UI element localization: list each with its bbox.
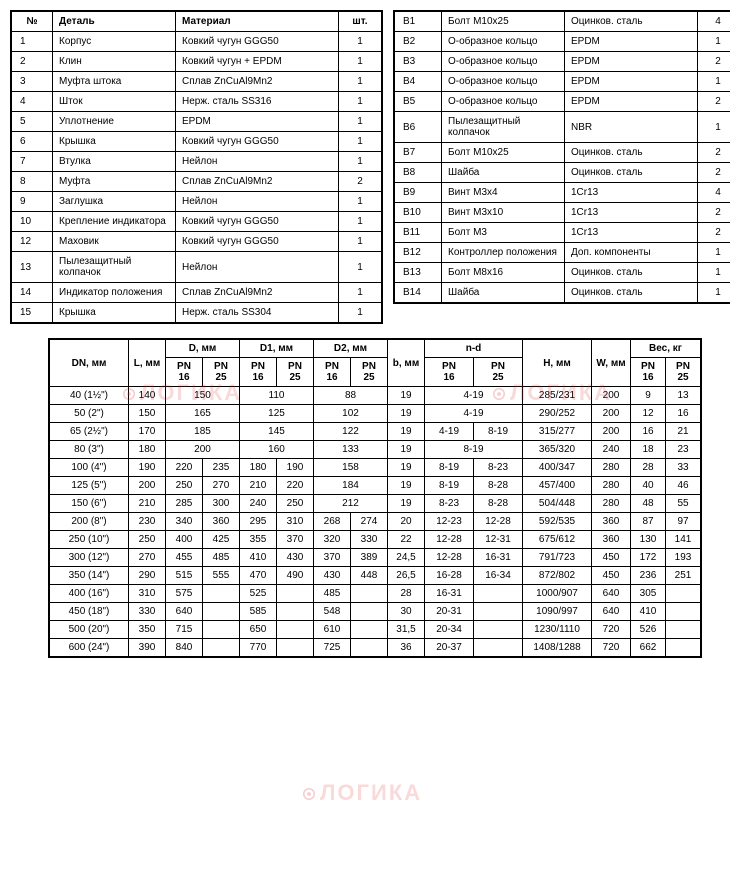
table-row: 2КлинКовкий чугун + EPDM1 <box>11 52 382 72</box>
table-header: шт. <box>339 11 383 32</box>
table-header: PN16 <box>240 358 277 387</box>
table-row: 10Крепление индикатораКовкий чугун GGG50… <box>11 212 382 232</box>
table-header: b, мм <box>388 339 425 387</box>
table-row: B4О-образное кольцоEPDM1 <box>394 72 730 92</box>
table-row: B9Винт М3х41Cr134 <box>394 183 730 203</box>
table-row: 8МуфтаСплав ZnCuAl9Mn22 <box>11 172 382 192</box>
table-row: 50 (2")150165125102194-19290/2522001216 <box>49 405 701 423</box>
table-row: 4ШтокНерж. сталь SS3161 <box>11 92 382 112</box>
table-row: 100 (4")190220235180190158198-198-23400/… <box>49 459 701 477</box>
table-header: PN16 <box>314 358 351 387</box>
table-header: PN25 <box>351 358 388 387</box>
table-header: Деталь <box>53 11 176 32</box>
table-row: 12МаховикКовкий чугун GGG501 <box>11 232 382 252</box>
table-header: PN25 <box>666 358 702 387</box>
table-row: 300 (12")27045548541043037038924,512-281… <box>49 549 701 567</box>
table-header: L, мм <box>129 339 166 387</box>
table-row: B5О-образное кольцоEPDM2 <box>394 92 730 112</box>
table-header: Материал <box>176 11 339 32</box>
table-header: D, мм <box>166 339 240 358</box>
table-row: 350 (14")29051555547049043044826,516-281… <box>49 567 701 585</box>
table-header: PN16 <box>631 358 666 387</box>
table-row: 40 (1½")14015011088194-19285/231200913 <box>49 387 701 405</box>
table-header: DN, мм <box>49 339 129 387</box>
table-row: 400 (16")3105755254852816-311000/9076403… <box>49 585 701 603</box>
table-row: B13Болт М8х16Оцинков. сталь1 <box>394 263 730 283</box>
table-row: 150 (6")210285300240250212198-238-28504/… <box>49 495 701 513</box>
table-header: PN25 <box>203 358 240 387</box>
table-row: 9ЗаглушкаНейлон1 <box>11 192 382 212</box>
table-row: 125 (5")200250270210220184198-198-28457/… <box>49 477 701 495</box>
table-row: B14ШайбаОцинков. сталь1 <box>394 283 730 304</box>
table-row: B8ШайбаОцинков. сталь2 <box>394 163 730 183</box>
table-header: D2, мм <box>314 339 388 358</box>
table-header: № <box>11 11 53 32</box>
table-row: 65 (2½")170185145122194-198-19315/277200… <box>49 423 701 441</box>
table-header: W, мм <box>592 339 631 387</box>
table-row: 80 (3")180200160133198-19365/3202401823 <box>49 441 701 459</box>
table-row: 15КрышкаНерж. сталь SS3041 <box>11 303 382 324</box>
table-row: 500 (20")35071565061031,520-341230/11107… <box>49 621 701 639</box>
table-row: 5УплотнениеEPDM1 <box>11 112 382 132</box>
table-row: 600 (24")3908407707253620-371408/1288720… <box>49 639 701 658</box>
parts-table-1: №ДетальМатериалшт.1КорпусКовкий чугун GG… <box>10 10 383 324</box>
table-row: 250 (10")2504004253553703203302212-2812-… <box>49 531 701 549</box>
table-row: B7Болт М10х25Оцинков. сталь2 <box>394 143 730 163</box>
table-header: D1, мм <box>240 339 314 358</box>
table-header: PN25 <box>474 358 523 387</box>
table-header: n-d <box>425 339 523 358</box>
table-row: B10Винт М3х101Cr132 <box>394 203 730 223</box>
table-row: B1Болт М10х25Оцинков. сталь4 <box>394 11 730 32</box>
table-row: B11Болт М31Cr132 <box>394 223 730 243</box>
table-row: B3О-образное кольцоEPDM2 <box>394 52 730 72</box>
dimensions-table: DN, ммL, ммD, ммD1, ммD2, ммb, ммn-dH, м… <box>48 338 702 658</box>
table-row: 200 (8")2303403602953102682742012-2312-2… <box>49 513 701 531</box>
table-header: PN16 <box>166 358 203 387</box>
table-header: PN16 <box>425 358 474 387</box>
watermark: ЛОГИКА <box>300 780 422 806</box>
table-row: B2О-образное кольцоEPDM1 <box>394 32 730 52</box>
table-row: 13Пылезащитный колпачокНейлон1 <box>11 252 382 283</box>
parts-table-2: B1Болт М10х25Оцинков. сталь4B2О-образное… <box>393 10 730 304</box>
table-header: PN25 <box>277 358 314 387</box>
table-row: 6КрышкаКовкий чугун GGG501 <box>11 132 382 152</box>
table-header: H, мм <box>523 339 592 387</box>
table-row: 1КорпусКовкий чугун GGG501 <box>11 32 382 52</box>
table-row: B12Контроллер положенияДоп. компоненты1 <box>394 243 730 263</box>
table-row: 450 (18")3306405855483020-311090/9976404… <box>49 603 701 621</box>
table-row: 3Муфта штокаСплав ZnCuAl9Mn21 <box>11 72 382 92</box>
table-row: B6Пылезащитный колпачокNBR1 <box>394 112 730 143</box>
table-header: Вес, кг <box>631 339 702 358</box>
table-row: 14Индикатор положенияСплав ZnCuAl9Mn21 <box>11 283 382 303</box>
table-row: 7ВтулкаНейлон1 <box>11 152 382 172</box>
